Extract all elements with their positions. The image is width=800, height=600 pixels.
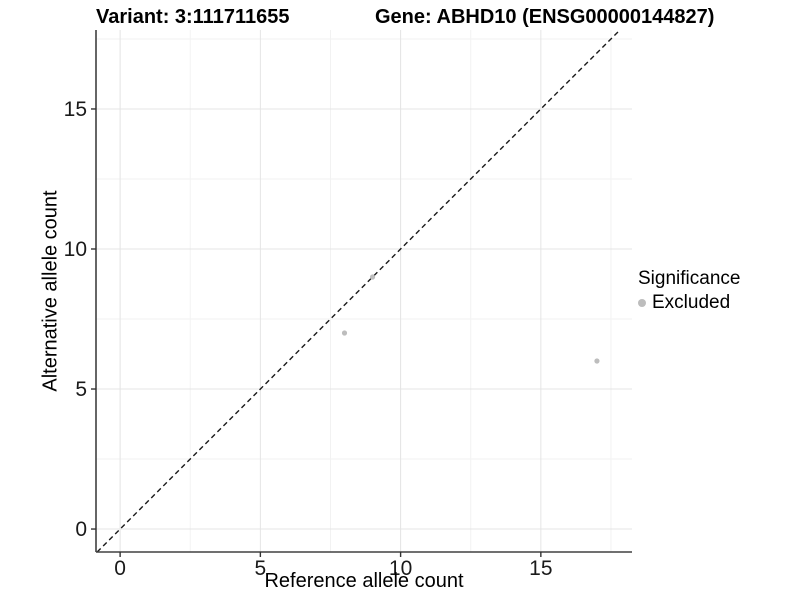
y-tick-label: 5 <box>75 378 87 401</box>
x-tick-label: 0 <box>114 557 126 580</box>
x-tick-label: 5 <box>255 557 267 580</box>
gene-title: Gene: ABHD10 (ENSG00000144827) <box>375 6 715 28</box>
legend-item-label: Excluded <box>652 292 731 313</box>
y-tick-label: 0 <box>75 518 87 541</box>
y-axis-title: Alternative allele count <box>39 190 62 392</box>
x-axis-title: Reference allele count <box>264 570 464 592</box>
legend-title: Significance <box>638 268 741 289</box>
legend-item: Excluded <box>638 292 740 314</box>
data-point <box>369 274 376 280</box>
legend: Significance Excluded <box>638 268 740 314</box>
variant-title: Variant: 3:111711655 <box>96 6 290 28</box>
identity-line <box>96 29 621 553</box>
x-tick-label: 10 <box>389 557 412 580</box>
y-tick-label: 15 <box>64 98 87 121</box>
legend-point-icon <box>638 299 646 307</box>
data-point <box>341 330 348 336</box>
x-tick-label: 15 <box>529 557 552 580</box>
data-point <box>594 358 600 364</box>
y-tick-label: 10 <box>64 238 87 261</box>
